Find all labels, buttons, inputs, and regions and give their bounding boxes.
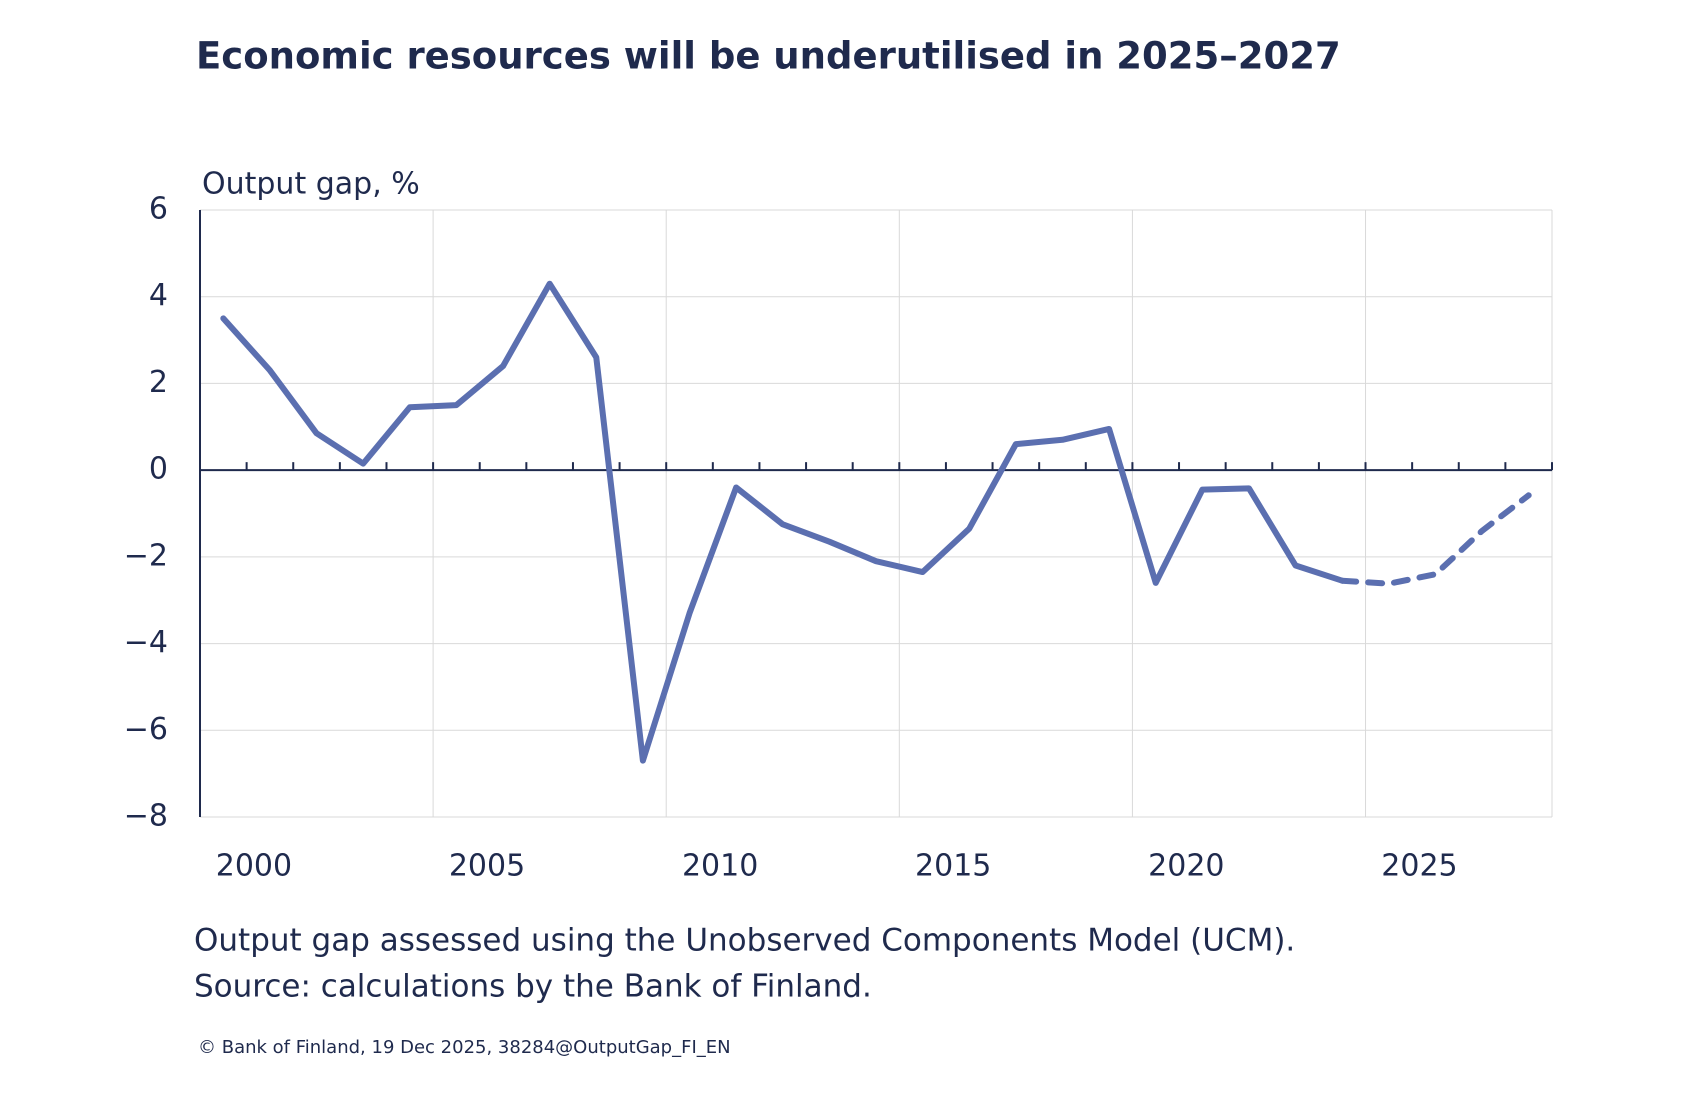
copyright: © Bank of Finland, 19 Dec 2025, 38284@Ou… [198, 1037, 731, 1058]
series-line [1339, 492, 1532, 587]
y-tick-label: −8 [124, 799, 168, 834]
y-tick-label: 4 [149, 278, 168, 313]
y-tick-label: −6 [124, 712, 168, 747]
x-tick-label: 2020 [1148, 849, 1224, 884]
y-tick-label: −4 [124, 625, 168, 660]
chart-title: Economic resources will be underutilised… [196, 35, 1341, 78]
note: Source: calculations by the Bank of Finl… [194, 969, 872, 1005]
y-tick-label: −2 [124, 538, 168, 573]
x-tick-label: 2025 [1381, 849, 1457, 884]
y-tick-label: 6 [149, 192, 168, 227]
x-tick-label: 2015 [915, 849, 991, 884]
y-axis-label: Output gap, % [202, 167, 420, 202]
x-tick-label: 2010 [682, 849, 758, 884]
x-tick-label: 2000 [216, 849, 292, 884]
y-tick-label: 0 [149, 452, 168, 487]
series-line [220, 280, 1346, 764]
x-tick-label: 2005 [449, 849, 525, 884]
note: Output gap assessed using the Unobserved… [194, 923, 1295, 959]
y-tick-label: 2 [149, 365, 168, 400]
